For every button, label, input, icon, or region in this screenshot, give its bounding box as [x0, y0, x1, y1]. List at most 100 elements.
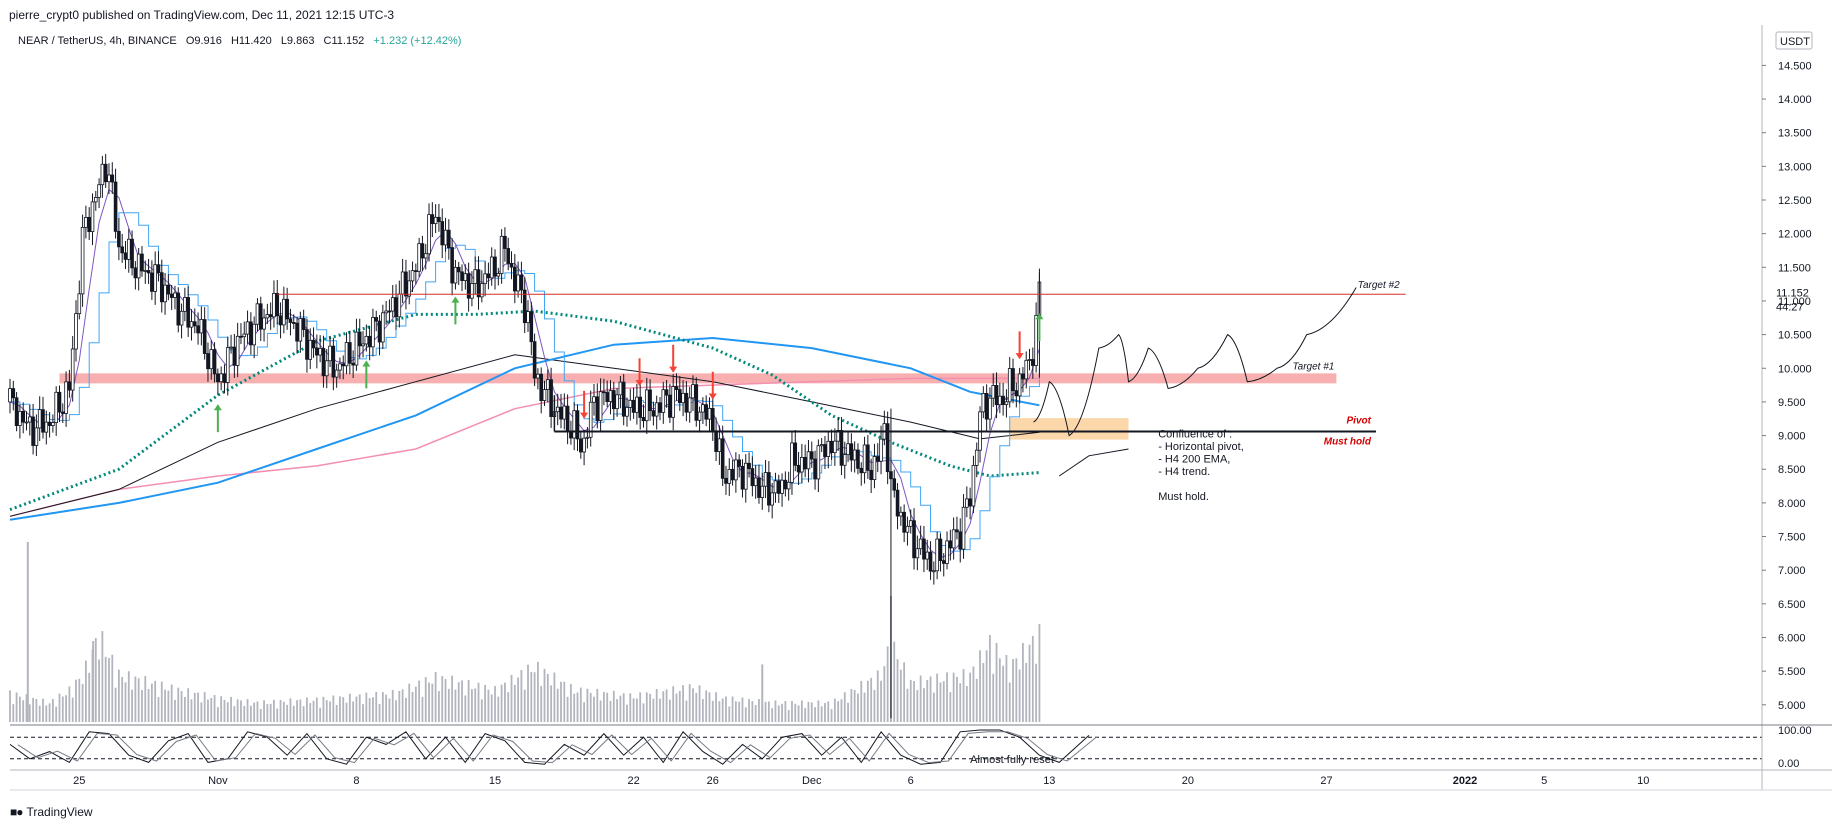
candle-body — [638, 396, 642, 418]
time-tick-label: 15 — [489, 775, 501, 787]
price-tick-label: 12.000 — [1778, 229, 1812, 241]
volume-bar — [246, 699, 249, 722]
drawings-layer[interactable]: Target #2 Target #1 Pivot Must hold Confluen… — [277, 280, 1406, 503]
volume-bar — [840, 699, 843, 722]
candle-body — [344, 342, 349, 367]
volume-bar — [1008, 682, 1011, 722]
volume-bar — [622, 693, 625, 722]
candle-body — [24, 421, 29, 424]
candle-body — [222, 373, 227, 383]
price-tick-label: 10.000 — [1778, 363, 1812, 375]
candle-body — [80, 227, 85, 295]
time-tick-label: 22 — [627, 775, 639, 787]
candle-body — [747, 462, 751, 470]
candle-body — [123, 252, 128, 260]
volume-bar — [850, 688, 853, 722]
volume-bar — [814, 707, 816, 722]
candle-body — [598, 391, 603, 421]
volume-bar — [602, 692, 605, 722]
volume-bar — [269, 703, 272, 722]
candle-body — [453, 266, 458, 284]
volume-bar — [302, 706, 305, 722]
candle-body — [443, 229, 448, 246]
candle-body — [516, 274, 520, 292]
volume-bar — [672, 686, 675, 722]
candle-body — [265, 314, 270, 319]
volume-bar — [738, 701, 741, 722]
time-tick-label: Nov — [208, 775, 228, 787]
candle-body — [212, 349, 217, 375]
candle-body — [965, 498, 969, 508]
volume-bar — [259, 708, 262, 722]
volume-bar — [936, 673, 939, 722]
bearish-arrow-icon-head — [580, 412, 589, 419]
candle-body — [11, 388, 16, 399]
volume-bar — [533, 672, 536, 722]
volume-bar — [325, 700, 328, 722]
candle-body — [21, 410, 25, 423]
candle-body — [173, 292, 177, 298]
candle-body — [140, 253, 144, 272]
candle-body — [351, 362, 355, 366]
candle-body — [480, 283, 484, 298]
candle-body — [938, 538, 943, 562]
candle-body — [1017, 373, 1022, 397]
volume-bar — [487, 689, 490, 722]
volume-bar — [932, 692, 935, 722]
candle-body — [239, 335, 243, 338]
volume-bar — [230, 696, 232, 722]
candle-body — [291, 322, 296, 324]
volume-bar — [989, 634, 991, 722]
candle-body — [724, 477, 728, 484]
candle-body — [826, 440, 831, 457]
candle-body — [809, 451, 814, 460]
candle-body — [707, 408, 712, 420]
bearish-arrow-icon-head — [1015, 353, 1024, 360]
candle-body — [348, 342, 352, 364]
volume-bar — [903, 662, 906, 722]
candle-body — [852, 449, 857, 461]
candle-body — [671, 386, 675, 418]
candle-body — [862, 444, 867, 474]
annotation-line: - H4 trend. — [1158, 466, 1210, 478]
volume-bar — [939, 682, 942, 722]
candle-body — [635, 396, 639, 413]
candle-body — [301, 318, 306, 330]
volume-bar — [401, 689, 404, 722]
volume-bar — [447, 688, 450, 722]
tradingview-logo[interactable]: ■● TradingView — [10, 805, 93, 819]
volume-bar — [411, 691, 414, 722]
axes-layer[interactable]: 5.000 5.500 6.000 6.500 7.000 7.500 8.000 8.500… — [10, 25, 1832, 791]
volume-bar — [787, 710, 790, 722]
volume-bar — [164, 689, 166, 722]
candle-body — [588, 401, 593, 438]
volume-bar — [121, 677, 124, 722]
volume-bar — [428, 682, 430, 722]
volume-bar — [965, 685, 968, 722]
candle-body — [602, 391, 606, 394]
candle-body — [169, 293, 174, 298]
volume-bar — [28, 704, 31, 722]
volume-bar — [956, 676, 958, 722]
volume-bar — [619, 695, 622, 722]
candle-body — [740, 465, 745, 490]
volume-bar — [982, 662, 985, 722]
volume-bar — [315, 697, 318, 722]
candle-body — [998, 395, 1002, 406]
candle-body — [918, 538, 923, 550]
symbol-name[interactable]: NEAR / TetherUS, 4h, BINANCE — [18, 35, 177, 47]
volume-bar — [117, 669, 120, 722]
bullish-arrow-icon-head — [213, 404, 222, 411]
volume-bar — [860, 680, 863, 722]
volume-bar — [210, 697, 213, 722]
candle-body — [793, 442, 798, 466]
volume-bar — [243, 705, 246, 722]
candle-body — [714, 430, 718, 452]
symbol-legend[interactable]: NEAR / TetherUS, 4h, BINANCE O9.916 H11.… — [18, 35, 467, 47]
volume-bar — [599, 700, 602, 722]
candle-body — [130, 238, 134, 269]
volume-bar — [1015, 658, 1018, 722]
volume-bar — [731, 696, 734, 722]
candle-body — [249, 321, 253, 346]
